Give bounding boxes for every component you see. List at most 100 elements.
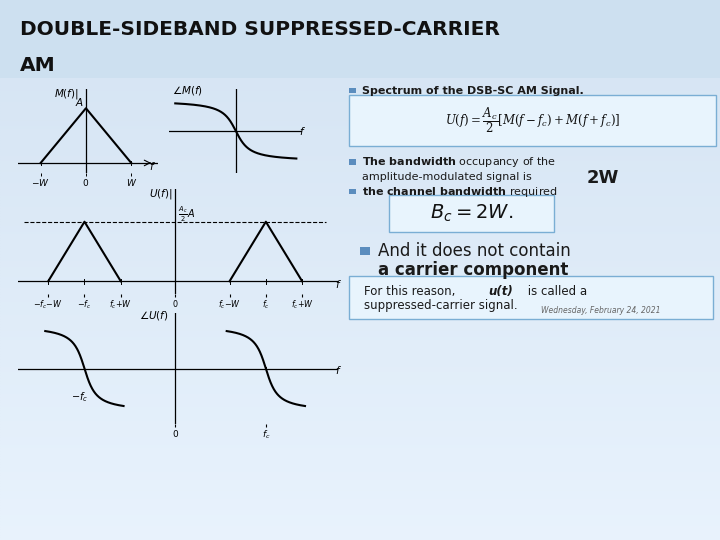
Bar bbox=[0, 116, 720, 119]
Bar bbox=[0, 343, 720, 346]
Bar bbox=[0, 43, 720, 46]
Bar bbox=[0, 410, 720, 413]
Bar bbox=[0, 65, 720, 68]
Bar bbox=[0, 240, 720, 243]
Bar bbox=[0, 413, 720, 416]
Bar bbox=[0, 14, 720, 16]
Bar bbox=[0, 392, 720, 394]
Bar bbox=[0, 211, 720, 213]
Text: $-f_c$: $-f_c$ bbox=[71, 390, 88, 404]
Bar bbox=[0, 186, 720, 189]
Bar bbox=[0, 389, 720, 392]
Bar bbox=[0, 367, 720, 370]
Bar bbox=[0, 346, 720, 348]
Bar bbox=[0, 500, 720, 502]
Bar bbox=[0, 148, 720, 151]
Bar bbox=[0, 73, 720, 76]
Bar bbox=[0, 284, 720, 286]
Bar bbox=[349, 88, 356, 93]
Bar bbox=[0, 397, 720, 400]
Bar bbox=[0, 202, 720, 205]
Bar bbox=[0, 294, 720, 297]
Bar bbox=[0, 443, 720, 445]
Bar bbox=[0, 381, 720, 383]
Bar bbox=[0, 405, 720, 408]
Bar bbox=[0, 170, 720, 173]
Bar bbox=[0, 227, 720, 229]
Bar bbox=[0, 140, 720, 143]
Bar bbox=[0, 251, 720, 254]
Bar bbox=[0, 421, 720, 424]
Bar bbox=[0, 232, 720, 235]
Bar bbox=[0, 157, 720, 159]
Bar bbox=[0, 246, 720, 248]
Bar bbox=[0, 356, 720, 359]
Bar bbox=[0, 497, 720, 500]
Bar bbox=[0, 19, 720, 22]
Bar bbox=[0, 502, 720, 505]
Bar bbox=[0, 462, 720, 464]
Bar bbox=[0, 262, 720, 265]
Bar bbox=[0, 254, 720, 256]
Bar bbox=[0, 386, 720, 389]
Bar bbox=[0, 472, 720, 475]
Bar bbox=[0, 302, 720, 305]
Bar bbox=[0, 354, 720, 356]
Bar bbox=[349, 159, 356, 165]
Bar bbox=[0, 27, 720, 30]
Bar bbox=[0, 281, 720, 284]
Bar bbox=[0, 402, 720, 405]
Text: amplitude-modulated signal is: amplitude-modulated signal is bbox=[362, 172, 536, 182]
Text: $A$: $A$ bbox=[75, 96, 84, 107]
Bar bbox=[0, 113, 720, 116]
Bar bbox=[0, 448, 720, 451]
Bar bbox=[0, 332, 720, 335]
Bar bbox=[0, 435, 720, 437]
Text: $\bf{The\ bandwidth}$ occupancy of the: $\bf{The\ bandwidth}$ occupancy of the bbox=[362, 155, 557, 169]
Text: DOUBLE-SIDEBAND SUPPRESSED-CARRIER: DOUBLE-SIDEBAND SUPPRESSED-CARRIER bbox=[20, 20, 500, 39]
Bar bbox=[0, 94, 720, 97]
Bar bbox=[0, 429, 720, 432]
Text: $\bf{the\ channel\ bandwidth}$ required: $\bf{the\ channel\ bandwidth}$ required bbox=[362, 185, 558, 199]
Text: 2W: 2W bbox=[587, 169, 619, 187]
Bar bbox=[0, 248, 720, 251]
Bar bbox=[0, 30, 720, 32]
Bar bbox=[0, 300, 720, 302]
Bar bbox=[0, 467, 720, 470]
Bar bbox=[0, 22, 720, 24]
Bar bbox=[0, 68, 720, 70]
Bar bbox=[0, 224, 720, 227]
Bar bbox=[0, 24, 720, 27]
Bar bbox=[0, 348, 720, 351]
Bar bbox=[0, 459, 720, 462]
Text: $M(f)|$: $M(f)|$ bbox=[54, 87, 79, 101]
FancyBboxPatch shape bbox=[349, 276, 713, 319]
Bar bbox=[0, 103, 720, 105]
Bar bbox=[0, 192, 720, 194]
Bar bbox=[0, 508, 720, 510]
Bar bbox=[0, 418, 720, 421]
Bar bbox=[0, 273, 720, 275]
Text: $\angle U(f)$: $\angle U(f)$ bbox=[139, 309, 168, 322]
Bar bbox=[0, 532, 720, 535]
Bar bbox=[0, 8, 720, 11]
Bar bbox=[0, 40, 720, 43]
Bar bbox=[0, 151, 720, 154]
Text: $f$: $f$ bbox=[300, 125, 306, 137]
Bar bbox=[0, 197, 720, 200]
Bar bbox=[0, 486, 720, 489]
Bar bbox=[349, 189, 356, 194]
Bar bbox=[0, 167, 720, 170]
Bar bbox=[0, 375, 720, 378]
Bar bbox=[0, 213, 720, 216]
FancyBboxPatch shape bbox=[0, 0, 720, 78]
Bar bbox=[0, 89, 720, 92]
Bar bbox=[0, 265, 720, 267]
Bar bbox=[0, 329, 720, 332]
Text: is called a: is called a bbox=[524, 285, 588, 298]
Text: $\mathit{B_c}$$=$$\mathit{2W.}$: $\mathit{B_c}$$=$$\mathit{2W.}$ bbox=[430, 203, 513, 225]
FancyBboxPatch shape bbox=[389, 195, 554, 232]
Bar bbox=[0, 146, 720, 148]
Bar bbox=[0, 521, 720, 524]
Bar bbox=[0, 440, 720, 443]
